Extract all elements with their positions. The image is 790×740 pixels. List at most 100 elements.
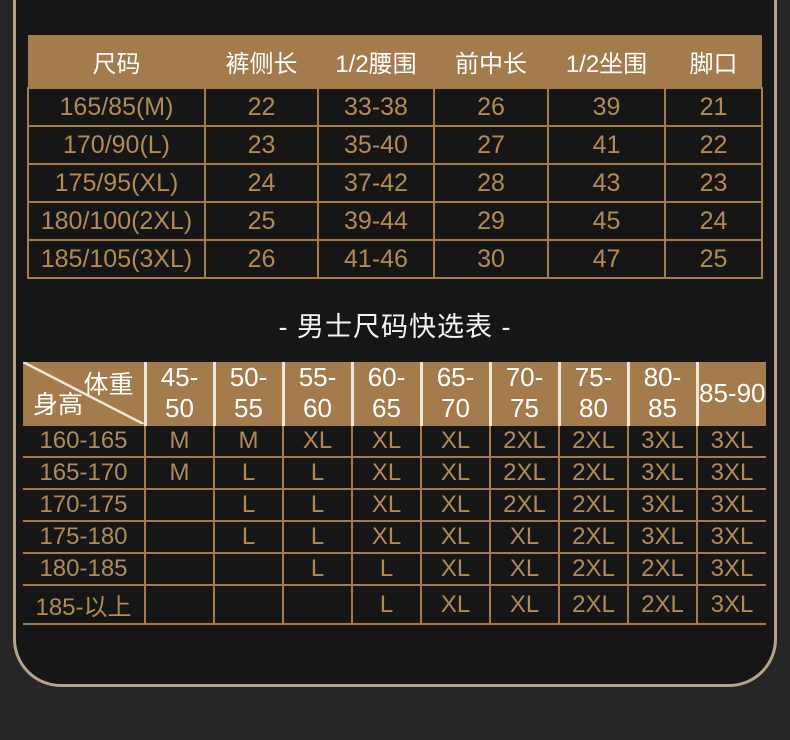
size-value-cell: 39-44 (317, 201, 435, 241)
quick-select-row: 160-165 M M XL XL XL 2XL 2XL 3XL 3XL (23, 424, 766, 457)
size-value-cell: 47 (547, 239, 666, 279)
weight-range-header-cell: 70-75 (488, 362, 559, 425)
size-spec-header-cell: 1/2坐围 (548, 35, 665, 88)
recommended-size-cell: XL (489, 552, 559, 585)
size-spec-header-cell: 尺码 (28, 35, 205, 88)
recommended-size-cell: 3XL (696, 552, 766, 585)
size-value-cell: 23 (664, 163, 763, 203)
recommended-size-cell: 2XL (558, 424, 628, 457)
size-value-cell: 33-38 (317, 87, 435, 127)
recommended-size-cell: XL (420, 520, 490, 553)
recommended-size-cell (213, 552, 283, 585)
quick-select-table-body: 160-165 M M XL XL XL 2XL 2XL 3XL 3XL 165-170 M L L XL X… (23, 424, 766, 625)
size-value-cell: 43 (547, 163, 666, 203)
size-value-cell: 24 (664, 201, 763, 241)
quick-select-row: 165-170 M L L XL XL 2XL 2XL 3XL 3XL (23, 456, 766, 489)
recommended-size-cell: 3XL (696, 584, 766, 625)
size-value-cell: 45 (547, 201, 666, 241)
size-value-cell: 35-40 (317, 125, 435, 165)
recommended-size-cell: 2XL (558, 488, 628, 521)
recommended-size-cell: L (282, 456, 352, 489)
height-range-cell: 175-180 (23, 520, 145, 553)
size-spec-header-cell: 脚口 (665, 35, 762, 88)
size-value-cell: 28 (433, 163, 549, 203)
recommended-size-cell: 2XL (558, 552, 628, 585)
size-spec-header-cell: 裤侧长 (205, 35, 318, 88)
recommended-size-cell: XL (351, 488, 421, 521)
recommended-size-cell: M (144, 424, 214, 457)
recommended-size-cell: 3XL (696, 520, 766, 553)
size-value-cell: 41-46 (317, 239, 435, 279)
recommended-size-cell (144, 552, 214, 585)
recommended-size-cell: 3XL (627, 488, 697, 521)
recommended-size-cell: 2XL (489, 424, 559, 457)
size-value-cell: 24 (204, 163, 319, 203)
recommended-size-cell: XL (420, 424, 490, 457)
size-spec-header-cell: 1/2腰围 (318, 35, 434, 88)
recommended-size-cell (144, 520, 214, 553)
recommended-size-cell: L (213, 488, 283, 521)
recommended-size-cell: XL (420, 488, 490, 521)
height-range-cell: 160-165 (23, 424, 145, 457)
content-panel: 尺码 裤侧长 1/2腰围 前中长 1/2坐围 脚口 165/85(M) 22 33-38 26 3… (13, 0, 777, 687)
recommended-size-cell: L (282, 520, 352, 553)
recommended-size-cell: XL (282, 424, 352, 457)
corner-header-cell: 体重 身高 (23, 362, 145, 425)
recommended-size-cell: XL (351, 520, 421, 553)
weight-range-header-cell: 80-85 (626, 362, 697, 425)
size-spec-row: 185/105(3XL) 26 41-46 30 47 25 (27, 239, 763, 279)
recommended-size-cell: XL (420, 584, 490, 625)
recommended-size-cell: 2XL (489, 456, 559, 489)
recommended-size-cell: L (213, 520, 283, 553)
recommended-size-cell: 3XL (627, 424, 697, 457)
recommended-size-cell (282, 584, 352, 625)
height-range-cell: 185-以上 (23, 584, 145, 625)
quick-select-table: 体重 身高 45-50 50-55 55-60 60-65 65-70 70-75 75-8… (23, 362, 766, 625)
size-label-cell: 185/105(3XL) (27, 239, 206, 279)
recommended-size-cell: 2XL (558, 584, 628, 625)
recommended-size-cell: 3XL (696, 488, 766, 521)
recommended-size-cell: M (144, 456, 214, 489)
weight-range-header-cell: 85-90 (695, 362, 766, 425)
recommended-size-cell: XL (420, 552, 490, 585)
recommended-size-cell: 3XL (696, 424, 766, 457)
size-value-cell: 41 (547, 125, 666, 165)
size-value-cell: 25 (204, 201, 319, 241)
size-value-cell: 23 (204, 125, 319, 165)
quick-select-header-row: 体重 身高 45-50 50-55 55-60 60-65 65-70 70-75 75-8… (23, 362, 766, 425)
recommended-size-cell: 2XL (558, 456, 628, 489)
size-value-cell: 30 (433, 239, 549, 279)
height-axis-label: 身高 (33, 391, 84, 419)
quick-select-row: 180-185 L L XL XL 2XL 2XL 3XL (23, 552, 766, 585)
size-value-cell: 29 (433, 201, 549, 241)
weight-range-header-cell: 75-80 (557, 362, 628, 425)
size-spec-row: 180/100(2XL) 25 39-44 29 45 24 (27, 201, 763, 241)
recommended-size-cell (144, 584, 214, 625)
recommended-size-cell: 3XL (627, 456, 697, 489)
size-value-cell: 27 (433, 125, 549, 165)
size-value-cell: 21 (664, 87, 763, 127)
size-value-cell: 26 (433, 87, 549, 127)
quick-select-row: 185-以上 L XL XL 2XL 2XL 3XL (23, 584, 766, 625)
recommended-size-cell: M (213, 424, 283, 457)
recommended-size-cell: 2XL (627, 552, 697, 585)
size-value-cell: 22 (664, 125, 763, 165)
recommended-size-cell: 2XL (627, 584, 697, 625)
size-label-cell: 170/90(L) (27, 125, 206, 165)
size-spec-header-row: 尺码 裤侧长 1/2腰围 前中长 1/2坐围 脚口 (28, 35, 762, 88)
recommended-size-cell: L (213, 456, 283, 489)
recommended-size-cell: 3XL (696, 456, 766, 489)
size-value-cell: 26 (204, 239, 319, 279)
height-range-cell: 165-170 (23, 456, 145, 489)
recommended-size-cell: XL (489, 584, 559, 625)
recommended-size-cell: XL (420, 456, 490, 489)
size-value-cell: 37-42 (317, 163, 435, 203)
weight-axis-label: 体重 (83, 371, 134, 399)
recommended-size-cell (213, 584, 283, 625)
section-title: - 男士尺码快选表 - (278, 312, 512, 342)
recommended-size-cell: L (351, 584, 421, 625)
height-range-cell: 180-185 (23, 552, 145, 585)
size-spec-row: 170/90(L) 23 35-40 27 41 22 (27, 125, 763, 165)
recommended-size-cell: 2XL (489, 488, 559, 521)
weight-range-header-cell: 55-60 (281, 362, 352, 425)
